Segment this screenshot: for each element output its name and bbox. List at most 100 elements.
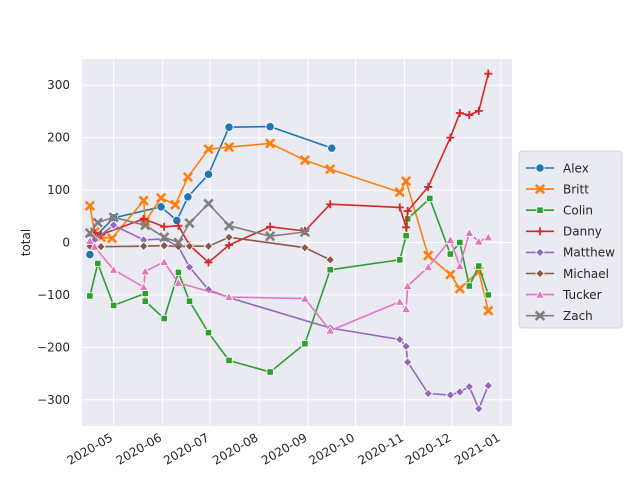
data-point-britt	[299, 155, 311, 166]
x-tick-labels: 2020-052020-062020-072020-082020-092020-…	[65, 430, 503, 467]
data-point-danny	[266, 222, 275, 231]
data-point-colin	[402, 232, 410, 240]
legend-item-zach: Zach	[526, 309, 593, 323]
data-point-colin	[185, 297, 194, 305]
y-tick-label: 300	[47, 78, 70, 92]
data-point-zach	[203, 198, 214, 209]
data-point-matthew	[423, 388, 433, 399]
data-point-britt	[182, 171, 194, 183]
data-point-britt	[454, 283, 465, 294]
legend-item-colin: Colin	[526, 204, 593, 218]
legend-item-alex: Alex	[526, 161, 589, 175]
data-point-zach	[173, 237, 184, 248]
data-point-britt	[264, 138, 276, 149]
series-layer	[84, 69, 494, 414]
data-point-danny	[474, 106, 483, 115]
legend-marker	[535, 247, 545, 258]
data-point-alex	[224, 122, 234, 132]
data-point-colin	[475, 262, 483, 270]
data-point-tucker	[423, 261, 434, 272]
data-point-danny	[174, 221, 183, 230]
data-point-tucker	[464, 227, 475, 237]
data-point-michael	[325, 255, 335, 265]
data-point-tucker	[325, 325, 336, 335]
series-zach	[84, 198, 311, 248]
y-tick-label: −100	[37, 288, 70, 302]
x-tick-label: 2020-06	[114, 430, 164, 467]
data-point-zach	[92, 217, 103, 228]
data-point-colin	[465, 282, 473, 290]
data-point-colin	[266, 368, 274, 376]
x-tick-label: 2020-09	[259, 430, 309, 467]
data-point-michael	[224, 232, 234, 243]
legend-item-danny: Danny	[526, 225, 602, 239]
data-point-tucker	[473, 236, 484, 246]
legend-label: Danny	[563, 225, 602, 239]
data-point-zach	[184, 217, 195, 229]
legend-label: Britt	[563, 182, 589, 196]
data-point-danny	[402, 223, 411, 232]
data-point-danny	[446, 133, 455, 142]
legend-marker	[534, 289, 546, 299]
legend-marker	[534, 183, 546, 195]
data-point-colin	[446, 250, 454, 258]
data-point-tucker	[394, 296, 405, 306]
x-tick-label: 2020-05	[65, 430, 115, 467]
data-point-britt	[325, 163, 336, 175]
data-point-michael	[96, 241, 106, 252]
data-point-matthew	[402, 357, 413, 367]
data-point-danny	[455, 109, 464, 118]
series-line-colin	[89, 197, 490, 373]
data-point-colin	[484, 291, 492, 299]
data-point-matthew	[108, 220, 119, 230]
data-point-britt	[203, 144, 214, 155]
legend-box	[518, 150, 623, 329]
data-point-alex	[327, 143, 337, 153]
data-point-colin	[301, 340, 309, 348]
series-britt	[84, 138, 494, 316]
grid-lines	[82, 59, 512, 426]
data-point-danny	[465, 111, 474, 120]
data-point-tucker	[140, 266, 151, 276]
data-point-zach	[84, 227, 96, 239]
data-point-matthew	[401, 341, 411, 352]
data-point-danny	[395, 203, 404, 212]
data-point-matthew	[445, 390, 456, 400]
data-point-tucker	[173, 277, 184, 287]
data-point-matthew	[455, 387, 465, 397]
data-point-britt	[223, 141, 235, 153]
legend-item-tucker: Tucker	[526, 288, 602, 302]
data-point-matthew	[464, 381, 475, 392]
legend-marker	[535, 163, 545, 173]
legend-item-michael: Michael	[526, 267, 609, 281]
legend-label: Zach	[563, 309, 593, 323]
data-point-tucker	[159, 256, 170, 266]
data-point-colin	[225, 356, 233, 365]
data-point-tucker	[445, 234, 456, 244]
data-point-tucker	[299, 293, 310, 303]
data-point-britt	[155, 192, 167, 204]
legend-marker	[536, 227, 544, 236]
data-point-danny	[424, 182, 433, 191]
data-point-tucker	[223, 291, 235, 301]
data-point-zach	[108, 212, 119, 223]
legend-label: Matthew	[563, 246, 615, 260]
data-point-matthew	[394, 334, 405, 345]
x-tick-label: 2020-10	[307, 430, 357, 467]
data-point-tucker	[401, 303, 412, 314]
data-point-colin	[426, 194, 434, 203]
data-point-michael	[138, 241, 149, 251]
series-line-alex	[89, 125, 333, 255]
data-point-alex	[156, 202, 166, 212]
data-point-britt	[138, 195, 149, 206]
data-point-britt	[170, 199, 181, 210]
x-tick-label: 2020-07	[161, 430, 211, 467]
data-point-danny	[204, 258, 213, 267]
x-tick-label: 2020-11	[356, 430, 406, 467]
data-point-colin	[326, 266, 334, 274]
y-tick-label: −300	[37, 393, 70, 407]
data-point-britt	[400, 176, 412, 187]
data-point-tucker	[138, 281, 149, 291]
legend: Alex Britt Colin Danny Matthew Michael Tucker Z…	[518, 150, 623, 329]
